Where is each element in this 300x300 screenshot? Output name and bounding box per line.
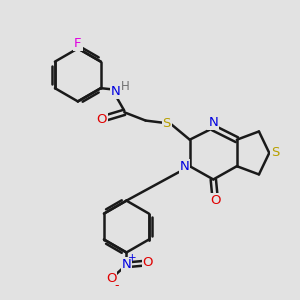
Text: O: O [96, 112, 106, 126]
Text: S: S [272, 146, 280, 159]
Text: N: N [180, 160, 189, 173]
Text: N: N [122, 258, 131, 271]
Text: O: O [210, 194, 220, 207]
Text: H: H [121, 80, 129, 93]
Text: -: - [114, 279, 119, 292]
Text: N: N [111, 85, 121, 98]
Text: N: N [208, 116, 218, 129]
Text: +: + [128, 254, 136, 263]
Text: O: O [106, 272, 116, 285]
Text: F: F [74, 37, 82, 50]
Text: S: S [163, 117, 171, 130]
Text: O: O [143, 256, 153, 269]
